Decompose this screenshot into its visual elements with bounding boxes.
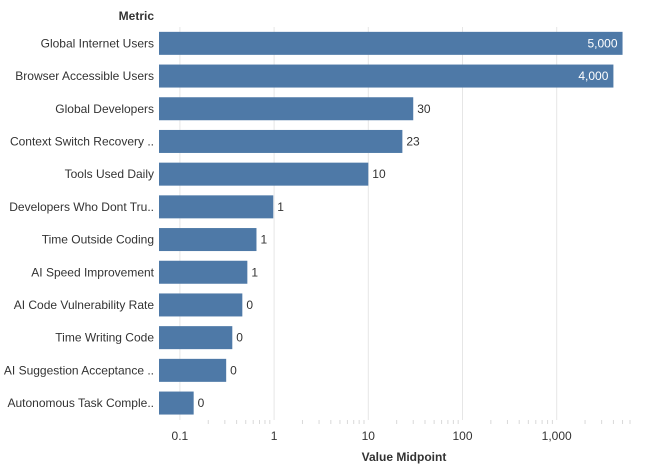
x-tick-label: 1 — [271, 429, 278, 443]
bar — [159, 97, 414, 121]
value-label: 10 — [372, 167, 386, 181]
bar — [159, 293, 243, 317]
category-label: Context Switch Recovery .. — [10, 134, 154, 148]
bar — [159, 31, 623, 55]
grid-lines — [179, 27, 558, 420]
category-label: Autonomous Task Comple.. — [7, 396, 154, 410]
bar — [159, 228, 257, 252]
value-label: 1 — [251, 265, 258, 279]
value-label: 1 — [260, 233, 267, 247]
bar — [159, 195, 274, 219]
x-tick-label: 10 — [362, 429, 376, 443]
category-label: AI Suggestion Acceptance .. — [4, 363, 154, 377]
category-label: Browser Accessible Users — [15, 69, 154, 83]
category-label: Time Writing Code — [55, 331, 154, 345]
x-axis-ticks: 0.1 1 10 100 1,000 — [172, 420, 631, 443]
category-label: AI Code Vulnerability Rate — [14, 298, 155, 312]
value-label: 23 — [406, 134, 420, 148]
value-label: 4,000 — [578, 69, 608, 83]
category-label: Tools Used Daily — [65, 167, 154, 181]
category-label: Global Developers — [55, 102, 154, 116]
value-label: 5,000 — [588, 36, 618, 50]
x-tick-label: 1,000 — [542, 429, 572, 443]
category-label: Developers Who Dont Tru.. — [9, 200, 154, 214]
x-tick-label: 0.1 — [172, 429, 189, 443]
row-header: Metric — [119, 9, 155, 23]
category-label: Global Internet Users — [41, 36, 154, 50]
value-label: 0 — [230, 363, 237, 377]
bar — [159, 64, 614, 88]
x-axis-title: Value Midpoint — [362, 450, 447, 464]
bar — [159, 162, 369, 186]
value-label: 0 — [246, 298, 253, 312]
bar — [159, 326, 233, 350]
bar — [159, 260, 248, 284]
value-label: 1 — [277, 200, 284, 214]
x-tick-label: 100 — [452, 429, 472, 443]
bar — [159, 129, 403, 153]
value-label: 0 — [198, 396, 205, 410]
value-label: 0 — [236, 331, 243, 345]
value-label: 30 — [417, 102, 431, 116]
category-label: Time Outside Coding — [42, 233, 154, 247]
bars: Global Internet Users 5,000 Browser Access… — [4, 31, 623, 415]
bar — [159, 391, 194, 415]
category-label: AI Speed Improvement — [31, 265, 154, 279]
bar — [159, 358, 227, 382]
